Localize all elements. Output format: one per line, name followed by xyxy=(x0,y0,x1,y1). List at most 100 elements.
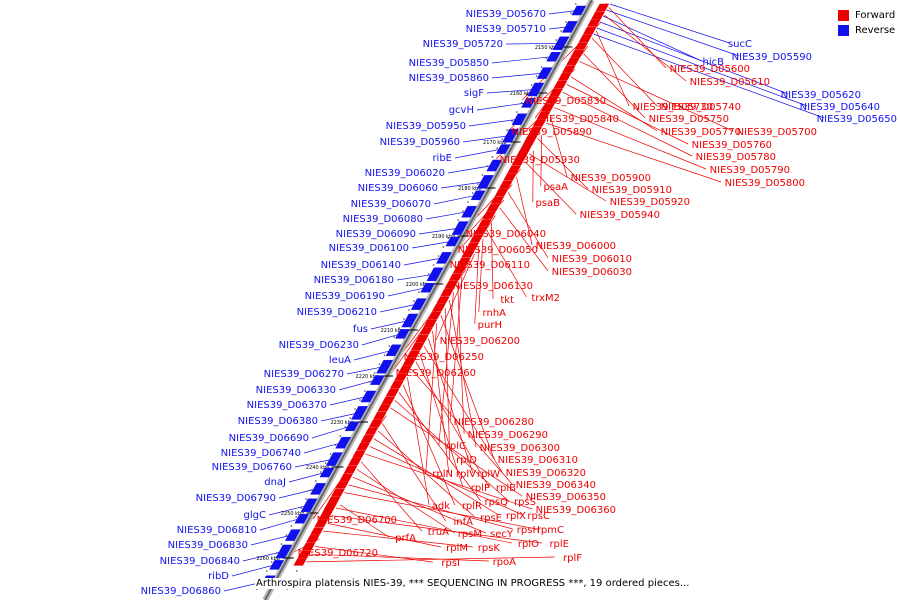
forward-gene-label: NIES39_D05770 xyxy=(661,127,741,138)
forward-gene-label: NIES39_D05790 xyxy=(710,165,790,176)
forward-connector xyxy=(323,530,473,548)
track-dot xyxy=(339,435,342,437)
track-dot xyxy=(305,498,307,500)
forward-gene-arrow xyxy=(318,511,333,520)
track-dot xyxy=(290,525,293,527)
reverse-connector xyxy=(387,287,426,297)
reverse-connector xyxy=(606,9,740,57)
track-dot xyxy=(496,147,499,149)
forward-gene-label: NIES39_D05700 xyxy=(737,127,817,138)
reverse-gene-arrow xyxy=(310,483,326,495)
track-dot xyxy=(516,111,518,113)
reverse-connector xyxy=(379,303,418,313)
track-dot xyxy=(364,390,366,392)
track-dot xyxy=(373,372,376,374)
forward-gene-arrow xyxy=(402,357,417,366)
reverse-gene-label: fus xyxy=(353,324,368,335)
forward-gene-label: rpsQ xyxy=(484,497,508,508)
forward-gene-arrow xyxy=(524,134,538,143)
track-dot xyxy=(462,210,464,212)
forward-gene-arrow xyxy=(322,504,337,512)
legend: Forward Reverse xyxy=(838,8,895,38)
forward-connector xyxy=(411,369,513,485)
scale-tick-label: 2250 kbp xyxy=(281,511,305,517)
forward-gene-arrow xyxy=(314,519,329,528)
forward-gene-label: rplE xyxy=(549,539,569,550)
track-dot xyxy=(437,255,440,257)
scale-tick-label: 2160 kbp xyxy=(510,91,534,97)
scale-tick-label: 2210 kbp xyxy=(381,328,405,334)
reverse-gene-arrow xyxy=(486,159,503,172)
forward-gene-label: NIES39_D06310 xyxy=(498,455,578,466)
forward-gene-arrow xyxy=(461,250,475,258)
reverse-gene-label: NIES39_D06180 xyxy=(314,275,394,286)
reverse-connector xyxy=(491,56,552,64)
forward-connector xyxy=(344,492,537,530)
track-dot xyxy=(486,165,489,167)
forward-gene-label: NIES39_D05840 xyxy=(539,114,619,125)
track-dot xyxy=(511,120,513,122)
reverse-gene-label: NIES39_D05670 xyxy=(466,9,546,20)
reverse-gene-arrow xyxy=(300,498,318,513)
forward-gene-arrow xyxy=(452,265,467,274)
reverse-gene-arrow xyxy=(502,128,520,143)
track-dot xyxy=(383,354,386,356)
reverse-gene-label: NIES39_D06210 xyxy=(297,307,377,318)
reverse-connector xyxy=(268,504,309,516)
forward-connector xyxy=(315,546,433,563)
forward-gene-label: NIES39_D06050 xyxy=(458,245,538,256)
forward-connector xyxy=(474,246,480,325)
reverse-connector xyxy=(596,27,808,107)
forward-gene-arrow xyxy=(499,180,513,189)
track-dot xyxy=(275,552,278,554)
track-dot xyxy=(506,129,508,131)
reverse-gene-arrow xyxy=(410,298,427,310)
forward-gene-arrow xyxy=(293,558,308,566)
reverse-connector xyxy=(294,458,334,468)
track-dot xyxy=(525,93,528,95)
forward-gene-arrow xyxy=(301,542,316,551)
forward-connector xyxy=(562,91,693,157)
forward-gene-arrow xyxy=(503,173,517,181)
reverse-gene-arrow xyxy=(546,51,561,62)
forward-gene-arrow xyxy=(515,150,530,158)
reverse-gene-label: NIES39_D05640 xyxy=(800,102,880,113)
forward-gene-label: NIES39_D05600 xyxy=(670,64,750,75)
track-dot xyxy=(535,75,538,77)
forward-connector xyxy=(604,14,687,82)
forward-gene-arrow xyxy=(536,111,551,120)
reverse-gene-label: sucC xyxy=(728,39,752,50)
forward-gene-label: rplO xyxy=(518,539,539,550)
forward-gene-arrow xyxy=(431,304,446,312)
reverse-gene-label: NIES39_D06860 xyxy=(141,586,221,597)
forward-connector xyxy=(306,556,555,563)
forward-gene-arrow xyxy=(482,211,496,220)
reverse-gene-arrow xyxy=(520,98,536,108)
reverse-gene-label: NIES39_D06830 xyxy=(168,540,248,551)
reverse-gene-label: glgC xyxy=(244,510,266,521)
forward-gene-label: NIES39_D05940 xyxy=(580,210,660,221)
forward-gene-arrow xyxy=(360,434,375,443)
reverse-connector xyxy=(250,534,292,546)
forward-connector xyxy=(432,330,450,474)
reverse-gene-arrow xyxy=(294,513,310,524)
track-dot xyxy=(560,30,562,32)
forward-connector xyxy=(423,346,503,473)
reverse-connector xyxy=(486,89,535,94)
forward-connector xyxy=(373,438,499,516)
forward-connector xyxy=(415,361,490,488)
forward-connector xyxy=(490,223,494,300)
forward-gene-label: NIES39_D05920 xyxy=(610,197,690,208)
track-dot xyxy=(378,363,381,365)
forward-gene-arrow xyxy=(440,288,454,297)
forward-gene-arrow xyxy=(566,57,580,66)
forward-gene-label: NIES39_D05760 xyxy=(692,140,772,151)
scale-tick-label: 2260 kbp xyxy=(256,556,280,562)
forward-gene-label: NIES39_D06350 xyxy=(526,492,606,503)
forward-connector xyxy=(352,476,486,534)
reverse-connector xyxy=(403,257,443,266)
forward-gene-arrow xyxy=(381,396,396,404)
reverse-gene-arrow xyxy=(426,267,444,282)
forward-swatch xyxy=(838,10,849,21)
reverse-connector xyxy=(411,241,451,249)
